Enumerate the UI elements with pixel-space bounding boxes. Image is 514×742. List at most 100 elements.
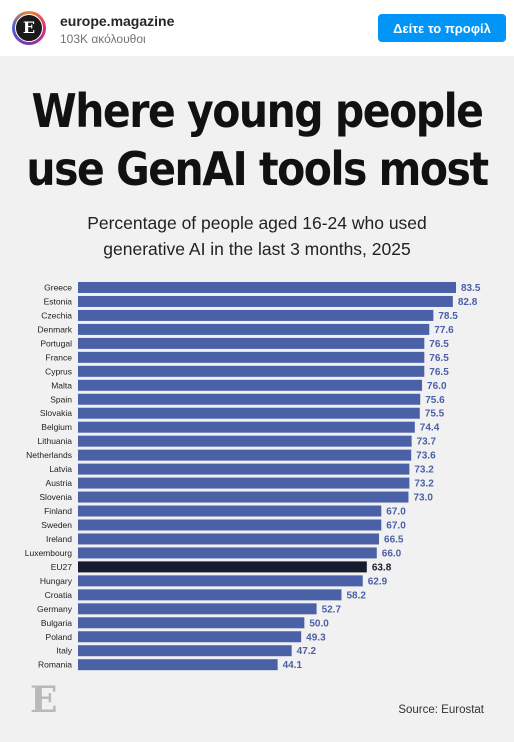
category-label: Cyprus [45,366,72,376]
value-label: 47.2 [297,646,317,657]
category-label: Poland [46,632,73,642]
value-label: 67.0 [386,507,406,518]
bar-chart: Greece 83.5 Estonia 82.8 Czechia 78.5 Denmark 7… [25,282,481,671]
value-label: 74.4 [420,423,440,434]
bar [78,421,415,433]
value-label: 73.0 [413,493,433,504]
category-label: Belgium [41,422,72,432]
category-label: Bulgaria [41,618,72,628]
bar [78,659,278,671]
chart-subtitle: Percentage of people aged 16-24 who used… [0,210,514,262]
category-label: Italy [56,646,72,656]
view-profile-button[interactable]: Δείτε το προφίλ [378,14,506,42]
category-label: Spain [50,394,72,404]
avatar[interactable]: E [12,11,46,45]
bar [78,435,412,447]
category-label: EU27 [51,562,73,572]
bar [78,463,410,475]
value-label: 67.0 [386,520,406,531]
post-header: E europe.magazine 103K ακόλουθοι Δείτε τ… [0,0,514,57]
category-label: Lithuania [37,436,72,446]
chart-title-line-1: Where young people [31,84,484,138]
chart-subtitle-line-1: Percentage of people aged 16-24 who used [87,213,427,233]
value-label: 77.6 [434,325,454,336]
chart-subtitle-line-2: generative AI in the last 3 months, 2025 [103,239,411,259]
category-label: Austria [46,478,73,488]
bar [78,477,410,489]
bar [78,617,305,629]
chart-title: Where young people use GenAI tools most [0,82,514,198]
value-label: 62.9 [368,576,388,587]
value-label: 73.2 [414,465,434,476]
source-note: Source: Eurostat [398,704,484,716]
category-label: Portugal [40,338,72,348]
bar [78,407,420,419]
bar [78,323,430,335]
category-label: Romania [38,660,72,670]
value-label: 83.5 [461,283,481,294]
category-label: Croatia [45,590,73,600]
value-label: 73.7 [417,437,437,448]
bar [78,365,425,377]
bar [78,645,292,657]
value-label: 76.0 [427,381,447,392]
bar [78,351,425,363]
category-label: Sweden [41,520,72,530]
value-label: 76.5 [429,367,449,378]
post-image[interactable]: Where young people use GenAI tools most … [0,56,514,742]
value-label: 78.5 [438,311,458,322]
value-label: 52.7 [322,604,342,615]
category-label: Hungary [40,576,73,586]
category-label: Germany [37,604,73,614]
value-label: 75.5 [425,409,445,420]
value-label: 49.3 [306,632,326,643]
bar [78,282,456,293]
value-label: 58.2 [346,590,366,601]
value-label: 73.6 [416,451,436,462]
value-label: 82.8 [458,297,478,308]
category-label: Denmark [38,324,73,334]
value-label: 66.5 [384,534,404,545]
category-label: Greece [44,283,72,293]
bar [78,631,302,643]
value-label: 75.6 [425,395,445,406]
bar [78,379,423,391]
account-name-link[interactable]: europe.magazine [60,13,175,29]
chart-title-line-2: use GenAI tools most [26,142,489,197]
value-label: 50.0 [309,618,329,629]
value-label: 76.5 [429,353,449,364]
bar [78,337,425,349]
value-label: 73.2 [414,479,434,490]
bar [78,505,382,517]
bar [78,547,377,559]
bar [78,295,453,307]
bar [78,603,317,615]
bar [78,589,342,601]
category-label: Luxembourg [25,548,73,558]
bar [78,393,421,405]
value-label: 63.8 [372,562,392,573]
category-label: France [46,352,73,362]
category-label: Czechia [41,310,72,320]
category-label: Estonia [44,296,73,306]
category-label: Malta [51,380,72,390]
value-label: 44.1 [283,660,303,671]
follower-count: 103K ακόλουθοι [60,32,146,46]
value-label: 76.5 [429,339,449,350]
bar [78,449,412,461]
avatar-logo-icon: E [15,14,43,42]
brand-logo-icon: E [30,679,58,721]
category-label: Slovakia [40,408,72,418]
category-label: Slovenia [39,492,72,502]
value-label: 66.0 [382,548,402,559]
bar [78,533,380,545]
bar [78,309,434,321]
bar [78,575,363,587]
bar [78,519,382,531]
bar [78,491,409,503]
bar-highlight [78,561,367,573]
category-label: Netherlands [26,450,72,460]
category-label: Finland [44,506,72,516]
category-label: Latvia [49,464,72,474]
category-label: Ireland [46,534,72,544]
